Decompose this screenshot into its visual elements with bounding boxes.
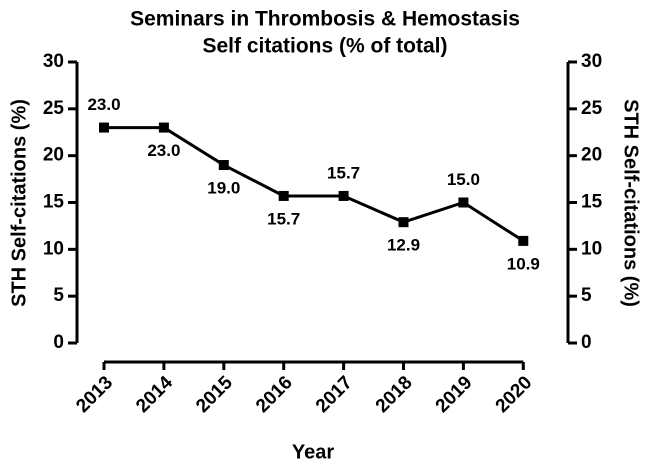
chart-title: Seminars in Thrombosis & Hemostasis bbox=[130, 8, 520, 31]
y2-tick-label: 10 bbox=[581, 238, 602, 259]
x-tick-label: 2020 bbox=[492, 372, 537, 417]
data-label: 15.7 bbox=[327, 163, 360, 182]
y2-tick-label: 25 bbox=[581, 98, 603, 119]
point bbox=[218, 160, 229, 171]
y-tick-label: 5 bbox=[53, 285, 64, 306]
x-axis-label: Year bbox=[292, 441, 334, 463]
y-tick-label: 25 bbox=[43, 98, 65, 119]
x-tick-label: 2014 bbox=[132, 372, 177, 417]
x-tick-label: 2019 bbox=[432, 372, 477, 417]
data-label: 15.0 bbox=[447, 170, 480, 189]
x-tick-label: 2018 bbox=[372, 372, 417, 417]
data-label: 19.0 bbox=[207, 179, 240, 198]
y-tick-label: 15 bbox=[43, 192, 65, 213]
chart-subtitle: Self citations (% of total) bbox=[202, 35, 447, 58]
data-label: 12.9 bbox=[387, 236, 420, 255]
series-line bbox=[104, 126, 525, 243]
x-tick-label: 2016 bbox=[252, 372, 297, 417]
y-tick-label: 10 bbox=[43, 238, 64, 259]
point bbox=[398, 217, 409, 228]
x-tick-label: 2017 bbox=[312, 372, 357, 417]
y2-tick-label: 0 bbox=[581, 332, 592, 353]
y-tick-label: 0 bbox=[53, 332, 64, 353]
x-tick-label: 2015 bbox=[192, 372, 237, 417]
x-tick-label: 2013 bbox=[72, 372, 117, 417]
data-label: 23.0 bbox=[147, 141, 180, 160]
y2-axis-label: STH Self-citations (%) bbox=[620, 99, 642, 307]
data-label: 10.9 bbox=[507, 254, 540, 273]
point bbox=[99, 122, 109, 133]
point bbox=[338, 190, 349, 201]
point bbox=[158, 122, 169, 133]
point bbox=[278, 190, 289, 201]
y-tick-label: 30 bbox=[43, 51, 64, 72]
y2-tick-label: 30 bbox=[581, 51, 602, 72]
y-tick-label: 20 bbox=[43, 145, 64, 166]
y2-tick-label: 20 bbox=[581, 145, 602, 166]
data-label: 23.0 bbox=[87, 95, 120, 114]
point bbox=[458, 197, 469, 208]
y-axis-label: STH Self-citations (%) bbox=[8, 99, 30, 307]
data-label: 15.7 bbox=[267, 209, 300, 228]
y2-tick-label: 5 bbox=[581, 285, 592, 306]
point bbox=[518, 235, 529, 246]
y2-tick-label: 15 bbox=[581, 192, 603, 213]
